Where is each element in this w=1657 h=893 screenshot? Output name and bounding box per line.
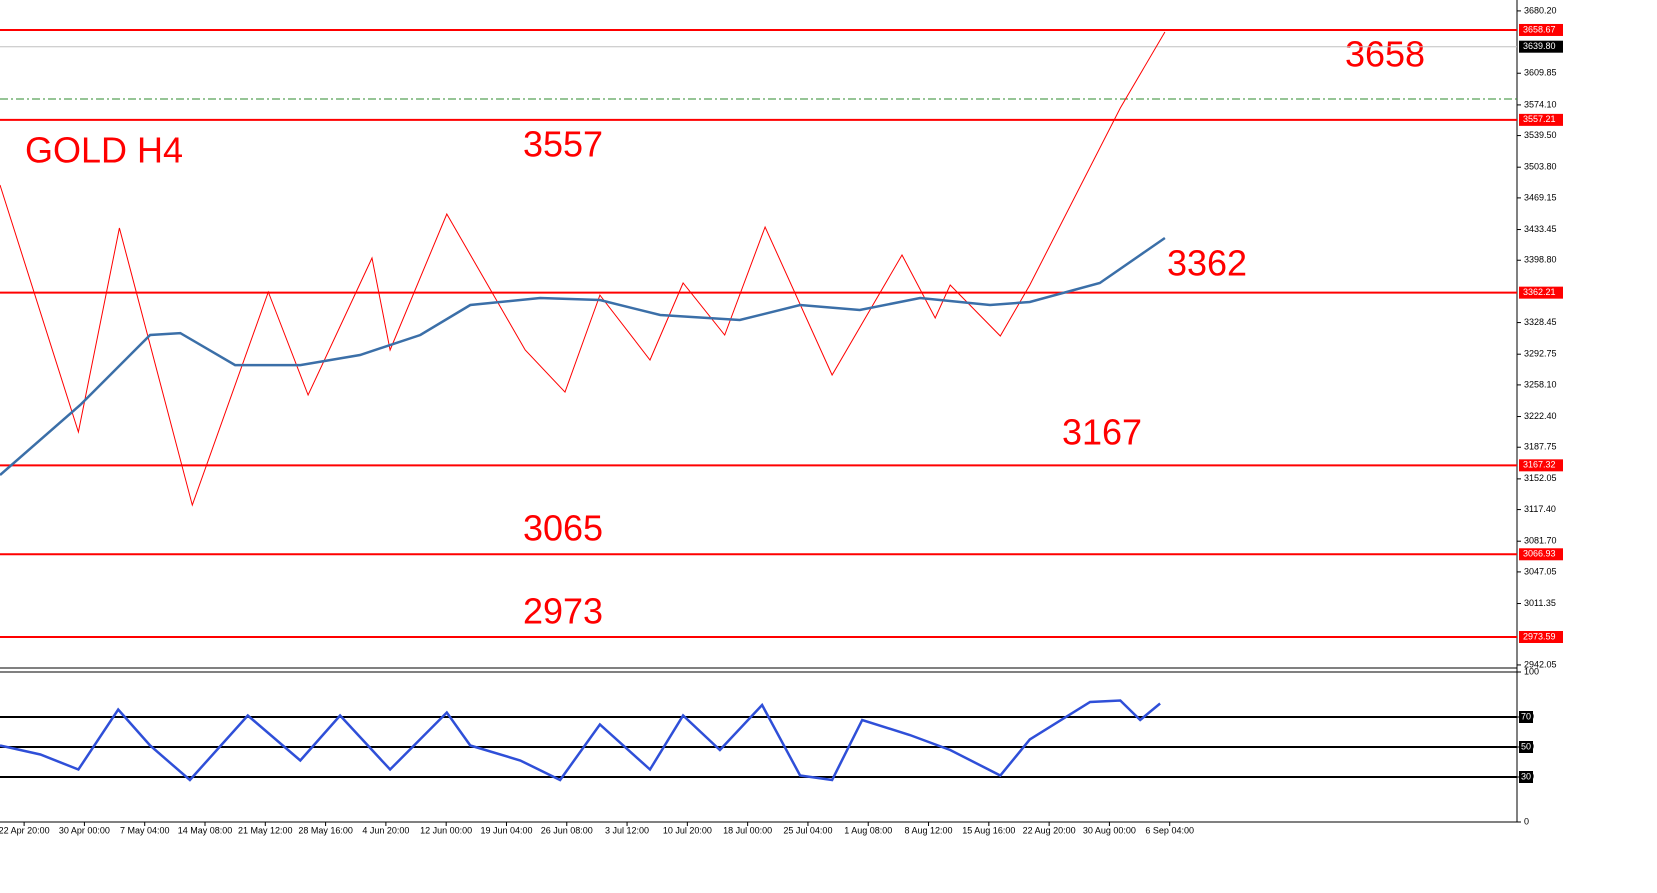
x-tick-label: 15 Aug 16:00	[962, 825, 1015, 835]
level-label-box	[1519, 459, 1563, 472]
level-annotation: 3658	[1345, 34, 1425, 75]
level-annotation: 3167	[1062, 412, 1142, 453]
current-price-label: 3639.80	[1523, 41, 1556, 51]
level-label: 3557.21	[1523, 114, 1556, 124]
y-tick-label: 3187.75	[1524, 442, 1557, 452]
x-tick-label: 10 Jul 20:00	[663, 825, 712, 835]
level-label-box	[1519, 630, 1563, 643]
x-tick-label: 12 Jun 00:00	[420, 825, 472, 835]
series-line	[0, 699, 1161, 782]
series-line	[0, 31, 1166, 507]
x-tick-label: 7 May 04:00	[120, 825, 170, 835]
x-tick-label: 19 Jun 04:00	[480, 825, 532, 835]
x-tick-label: 26 Jun 08:00	[541, 825, 593, 835]
x-tick-label: 3 Jul 12:00	[605, 825, 649, 835]
level-label: 30	[1521, 771, 1531, 781]
y-tick-label: 3469.15	[1524, 192, 1557, 202]
level-annotation: 3557	[523, 124, 603, 165]
series-line	[0, 236, 1166, 476]
chart-title: GOLD H4	[25, 130, 183, 171]
level-label-box	[1519, 286, 1563, 299]
level-label: 3362.21	[1523, 287, 1556, 297]
level-label-box	[1519, 548, 1563, 561]
level-label-box	[1519, 113, 1563, 126]
x-tick-label: 4 Jun 20:00	[362, 825, 409, 835]
y-tick-label: 3328.45	[1524, 317, 1557, 327]
x-tick-label: 1 Aug 08:00	[844, 825, 892, 835]
y-tick-label: 3081.70	[1524, 536, 1557, 546]
x-tick-label: 30 Aug 00:00	[1083, 825, 1136, 835]
level-label: 2973.59	[1523, 631, 1556, 641]
level-label: 50	[1521, 741, 1531, 751]
x-tick-label: 14 May 08:00	[178, 825, 233, 835]
level-annotation: 3362	[1167, 243, 1247, 284]
y-tick-label: 0	[1524, 816, 1529, 826]
y-tick-label: 3609.85	[1524, 68, 1557, 78]
level-annotation: 2973	[523, 591, 603, 632]
level-label-box	[1519, 771, 1533, 783]
level-annotation: 3065	[523, 508, 603, 549]
y-tick-label: 3258.10	[1524, 379, 1557, 389]
y-tick-label: 3398.80	[1524, 255, 1557, 265]
x-tick-label: 25 Jul 04:00	[783, 825, 832, 835]
y-tick-label: 3292.75	[1524, 349, 1557, 359]
level-label-box	[1519, 23, 1563, 36]
y-tick-label: 2942.05	[1524, 659, 1557, 669]
y-tick-label: 3152.05	[1524, 473, 1557, 483]
level-label-box	[1519, 711, 1533, 723]
level-label: 3066.93	[1523, 549, 1556, 559]
y-tick-label: 3503.80	[1524, 162, 1557, 172]
current-price-box	[1519, 40, 1563, 53]
x-tick-label: 22 Aug 20:00	[1023, 825, 1076, 835]
y-tick-label: 3117.40	[1524, 504, 1556, 514]
y-tick-label: 3574.10	[1524, 99, 1557, 109]
y-tick-label: 100	[1524, 666, 1539, 676]
level-label: 70	[1521, 711, 1531, 721]
x-tick-label: 28 May 16:00	[298, 825, 353, 835]
y-tick-label: 3047.05	[1524, 566, 1557, 576]
x-tick-label: 22 Apr 20:00	[0, 825, 50, 835]
x-tick-label: 8 Aug 12:00	[905, 825, 953, 835]
y-tick-label: 3011.35	[1524, 598, 1556, 608]
level-label-box	[1519, 741, 1533, 753]
y-tick-label: 3222.40	[1524, 411, 1557, 421]
y-tick-label: 3433.45	[1524, 224, 1557, 234]
x-tick-label: 6 Sep 04:00	[1145, 825, 1194, 835]
y-tick-label: 3539.50	[1524, 130, 1557, 140]
level-label: 3658.67	[1523, 24, 1556, 34]
x-tick-label: 18 Jul 00:00	[723, 825, 772, 835]
level-label: 3167.32	[1523, 460, 1556, 470]
x-tick-label: 21 May 12:00	[238, 825, 293, 835]
x-tick-label: 30 Apr 00:00	[59, 825, 110, 835]
y-tick-label: 3680.20	[1524, 5, 1557, 15]
